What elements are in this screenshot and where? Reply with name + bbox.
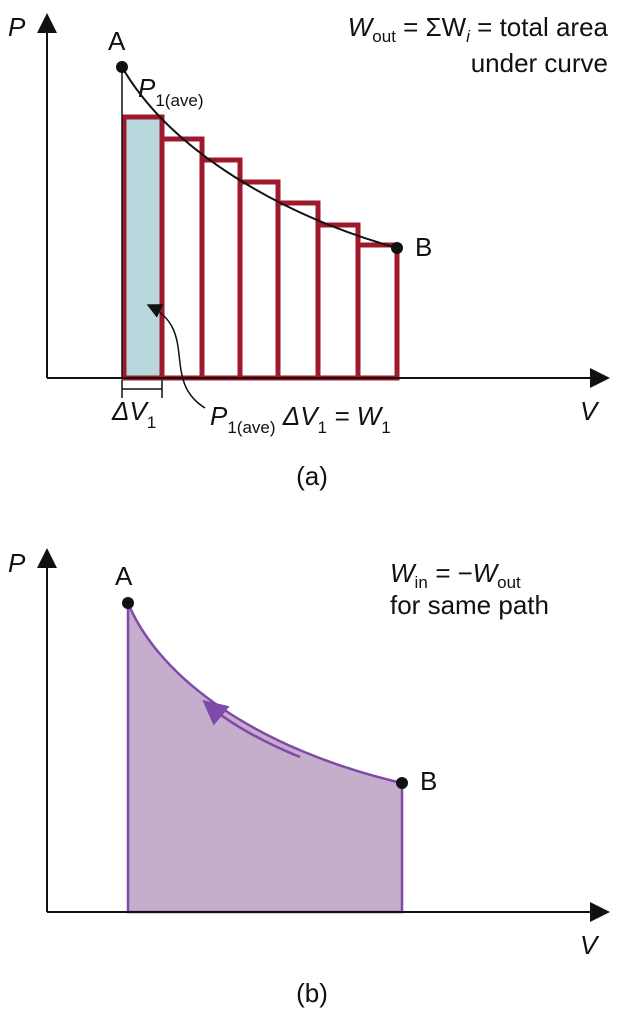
eq-part: = ΣW bbox=[396, 12, 467, 42]
curve bbox=[121, 66, 398, 249]
eq-part: = total area bbox=[470, 12, 609, 42]
equation-line2: under curve bbox=[471, 48, 608, 78]
caption: (b) bbox=[296, 978, 328, 1008]
eq-sub: out bbox=[372, 27, 396, 46]
y-axis-label: P bbox=[8, 548, 26, 578]
eq-sub: out bbox=[497, 573, 521, 592]
w-part: = W bbox=[327, 401, 384, 431]
w-sub: 1 bbox=[318, 418, 327, 437]
point-a-label: A bbox=[115, 561, 133, 591]
caption: (a) bbox=[296, 461, 328, 491]
direction-arrow bbox=[202, 700, 301, 759]
bar bbox=[121, 114, 165, 381]
point-b-label: B bbox=[420, 766, 437, 796]
w-sub: 1 bbox=[381, 418, 390, 437]
point-a bbox=[116, 61, 128, 73]
panel-a: P V A B Wout = ΣWi = total area under cu… bbox=[8, 12, 610, 491]
bar bbox=[159, 136, 205, 381]
bar bbox=[237, 179, 281, 381]
eq-part: W bbox=[390, 558, 417, 588]
delta-v-label: ΔV1 bbox=[111, 396, 156, 432]
bar bbox=[275, 200, 321, 381]
x-axis-label: V bbox=[580, 930, 600, 960]
equation-line2: for same path bbox=[390, 590, 549, 620]
w-part: ΔV bbox=[276, 401, 321, 431]
bar bbox=[355, 242, 400, 381]
delta-bracket bbox=[121, 380, 163, 398]
dv: ΔV bbox=[111, 396, 149, 426]
w-sub: 1(ave) bbox=[227, 418, 275, 437]
point-a bbox=[122, 597, 134, 609]
eq-sub: i bbox=[466, 27, 471, 46]
work-area bbox=[126, 602, 404, 914]
eq-part: = −W bbox=[428, 558, 500, 588]
p-sub: 1(ave) bbox=[155, 91, 203, 110]
p: P bbox=[138, 73, 156, 103]
x-axis-label: V bbox=[580, 396, 600, 426]
equation: Wout = ΣWi = total area bbox=[348, 12, 609, 46]
panel-b: P V A B Win = −Wout for same path (b) bbox=[8, 548, 610, 1008]
work-label: P1(ave) ΔV1 = W1 bbox=[210, 401, 391, 437]
dv-sub: 1 bbox=[147, 413, 156, 432]
w-part: P bbox=[210, 401, 228, 431]
p-ave-label: P1(ave) bbox=[138, 73, 204, 110]
bar bbox=[315, 222, 361, 381]
bar bbox=[199, 157, 243, 381]
pointer-arrow bbox=[146, 304, 206, 409]
eq-part: W bbox=[348, 12, 375, 42]
point-b bbox=[396, 777, 408, 789]
y-axis-label: P bbox=[8, 12, 26, 42]
equation: Win = −Wout bbox=[390, 558, 521, 592]
eq-sub: in bbox=[415, 573, 428, 592]
point-b bbox=[391, 242, 403, 254]
point-b-label: B bbox=[415, 232, 432, 262]
point-a-label: A bbox=[108, 26, 126, 56]
